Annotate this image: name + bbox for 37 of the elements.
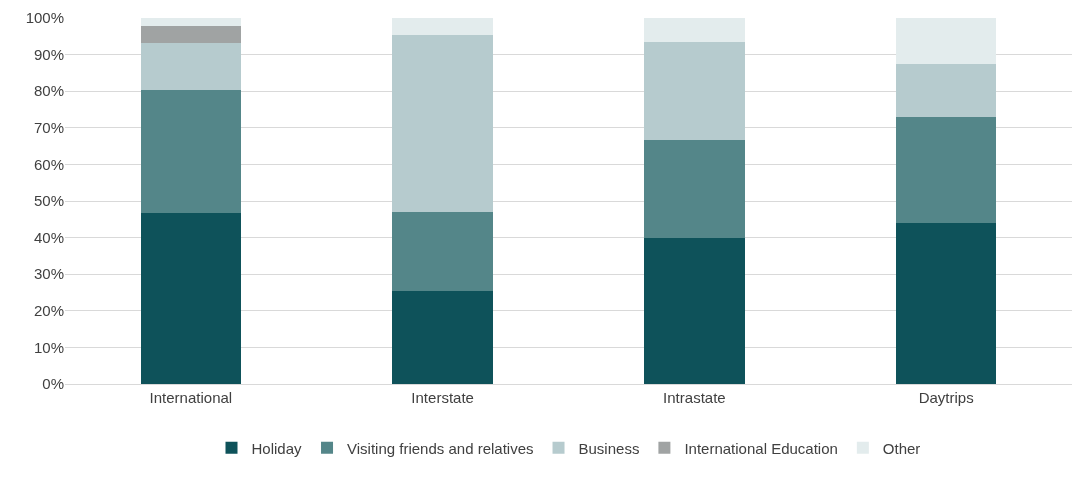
bar xyxy=(392,35,493,212)
bar xyxy=(644,18,745,43)
bar xyxy=(895,222,997,384)
bar xyxy=(140,18,242,26)
y-tick-label: 30% xyxy=(33,265,64,283)
legend-label: International Education xyxy=(684,439,838,457)
y-tick-label: 70% xyxy=(33,119,64,137)
bar xyxy=(140,89,242,213)
y-tick-label: 20% xyxy=(33,302,64,320)
y-tick-label: 90% xyxy=(33,45,64,63)
legend-label: Business xyxy=(578,439,640,457)
y-tick-label: 10% xyxy=(33,338,64,356)
bar xyxy=(895,64,997,118)
legend-label: Holiday xyxy=(251,439,303,457)
x-tick-label: International xyxy=(149,389,233,406)
bar xyxy=(140,212,242,384)
bar xyxy=(140,42,242,90)
x-tick-label: Intrastate xyxy=(663,389,726,406)
y-tick-label: 0% xyxy=(42,375,64,393)
bar xyxy=(895,117,997,223)
y-tick-label: 60% xyxy=(33,155,64,173)
legend-label: Other xyxy=(882,439,921,457)
bar xyxy=(644,237,745,384)
x-tick-label: Daytrips xyxy=(918,389,974,406)
x-tick-label: Interstate xyxy=(411,389,474,406)
y-tick-label: 50% xyxy=(33,192,64,210)
bar xyxy=(140,25,242,43)
bar xyxy=(895,18,997,65)
bar xyxy=(392,211,493,291)
y-tick-label: 40% xyxy=(33,228,64,246)
y-tick-label: 80% xyxy=(33,82,64,100)
bar xyxy=(392,18,493,36)
bar xyxy=(644,139,745,238)
bar xyxy=(392,290,493,384)
legend-label: Visiting friends and relatives xyxy=(347,439,534,457)
bar xyxy=(644,42,745,140)
y-tick-label: 100% xyxy=(25,9,64,27)
